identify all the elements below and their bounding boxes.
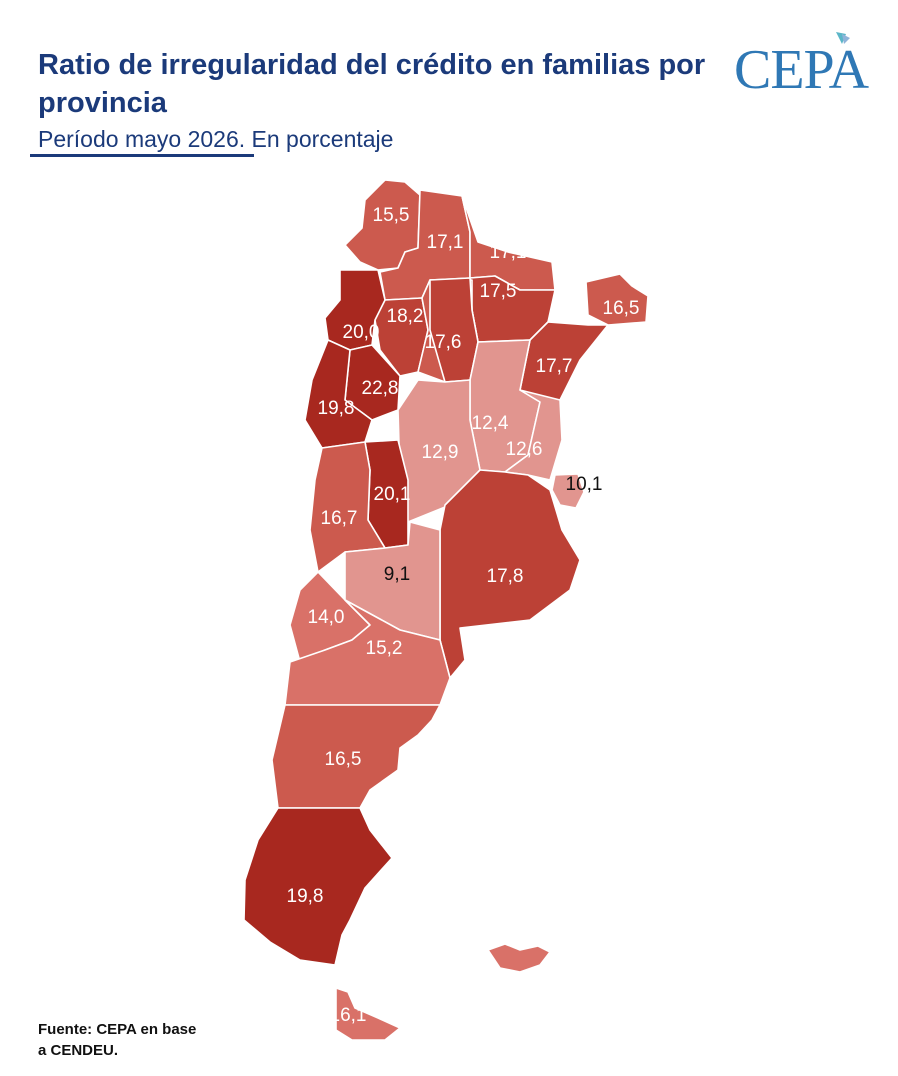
region-santa-cruz (243, 807, 393, 966)
map-subtitle: Período mayo 2026. En porcentaje (38, 126, 393, 153)
value-label-v7: 20,0 (343, 322, 380, 343)
subtitle-period: Período mayo 2026 (38, 126, 239, 152)
region-jujuy (344, 179, 421, 271)
value-label-v13: 12,9 (422, 442, 459, 463)
value-label-v8: 17,6 (425, 332, 462, 353)
value-label-v1: 15,5 (373, 205, 410, 226)
value-label-v22: 16,5 (325, 749, 362, 770)
value-label-v12: 12,4 (472, 413, 509, 434)
source-line-1: Fuente: CEPA en base (38, 1021, 197, 1038)
value-label-v19: 9,1 (384, 564, 410, 585)
value-label-v23: 19,8 (287, 886, 324, 907)
region-chubut (271, 704, 441, 809)
value-label-v3: 17,1 (490, 242, 527, 263)
value-label-v2: 17,1 (427, 232, 464, 253)
value-label-v24: 16,1 (330, 1005, 367, 1026)
value-label-v4: 17,5 (480, 281, 517, 302)
value-label-v14: 12,6 (506, 439, 543, 460)
value-label-v21: 15,2 (366, 638, 403, 659)
value-label-v5: 16,5 (603, 298, 640, 319)
value-label-v10: 22,8 (362, 378, 399, 399)
value-label-v20: 14,0 (308, 607, 345, 628)
subtitle-underline (30, 154, 254, 157)
value-label-v6: 18,2 (387, 306, 424, 327)
value-label-v18: 17,8 (487, 566, 524, 587)
source-line-2: a CENDEU. (38, 1042, 119, 1059)
map-title: Ratio de irregularidad del crédito en fa… (38, 49, 706, 119)
region-malvinas (487, 943, 551, 973)
value-label-v17: 16,7 (321, 508, 358, 529)
value-label-v11: 19,8 (318, 398, 355, 419)
region-caba (551, 473, 585, 509)
source-note: Fuente: CEPA en base a CENDEU. (38, 1019, 228, 1061)
logo-star-icon (836, 32, 850, 44)
value-label-v9: 17,7 (536, 356, 573, 377)
subtitle-unit: . En porcentaje (238, 126, 394, 152)
cepa-logo: CEPA (734, 39, 869, 101)
value-label-v15: 10,1 (566, 474, 603, 495)
region-misiones (585, 273, 649, 326)
region-tierra-del-fuego (335, 987, 401, 1041)
value-label-v16: 20,1 (374, 484, 411, 505)
